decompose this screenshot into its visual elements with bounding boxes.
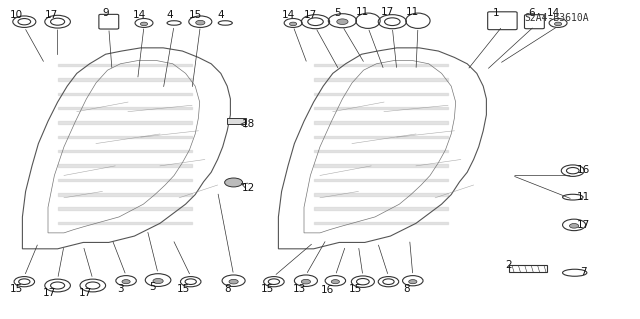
Text: 11: 11 (577, 192, 590, 202)
Text: 12: 12 (242, 183, 255, 193)
Text: 17: 17 (577, 220, 590, 230)
Text: 6: 6 (528, 8, 534, 18)
Text: 16: 16 (577, 165, 590, 175)
Text: 14: 14 (133, 10, 146, 20)
Text: 4: 4 (166, 10, 173, 20)
Text: 17: 17 (304, 10, 317, 20)
Text: 8: 8 (224, 284, 230, 294)
Circle shape (554, 22, 562, 26)
Text: 3: 3 (117, 284, 124, 294)
Text: 17: 17 (44, 288, 56, 299)
Text: 14: 14 (547, 8, 560, 18)
Circle shape (229, 279, 238, 284)
Text: 18: 18 (242, 119, 255, 129)
Text: 5: 5 (149, 282, 156, 292)
Text: 16: 16 (321, 285, 334, 295)
Text: 11: 11 (406, 7, 419, 17)
Circle shape (301, 279, 310, 284)
Circle shape (570, 224, 579, 228)
Text: 17: 17 (381, 7, 394, 17)
Text: 9: 9 (102, 8, 109, 18)
Circle shape (122, 280, 130, 284)
Circle shape (409, 280, 417, 284)
Text: 2: 2 (506, 260, 512, 270)
Text: 11: 11 (356, 7, 369, 17)
Text: 15: 15 (177, 284, 189, 294)
Text: 1: 1 (493, 8, 499, 18)
Bar (509, 265, 547, 272)
Text: 8: 8 (403, 284, 410, 294)
Text: 15: 15 (349, 284, 362, 294)
Bar (227, 118, 246, 124)
Circle shape (337, 19, 348, 25)
Circle shape (289, 22, 297, 26)
Circle shape (225, 178, 243, 187)
Circle shape (140, 22, 148, 26)
Text: 17: 17 (45, 10, 58, 20)
Text: 15: 15 (189, 10, 202, 20)
Text: 4: 4 (218, 10, 224, 20)
Text: 7: 7 (580, 267, 587, 277)
Text: 5: 5 (334, 8, 340, 18)
Circle shape (332, 280, 339, 284)
Text: S2A4-B3610A: S2A4-B3610A (525, 12, 589, 23)
Text: 15: 15 (10, 284, 22, 294)
Text: 13: 13 (293, 284, 306, 294)
Text: 17: 17 (79, 288, 92, 299)
Circle shape (196, 20, 205, 25)
Text: 15: 15 (261, 284, 274, 294)
Text: 10: 10 (10, 10, 22, 20)
Circle shape (153, 278, 163, 284)
Text: 14: 14 (282, 10, 294, 20)
